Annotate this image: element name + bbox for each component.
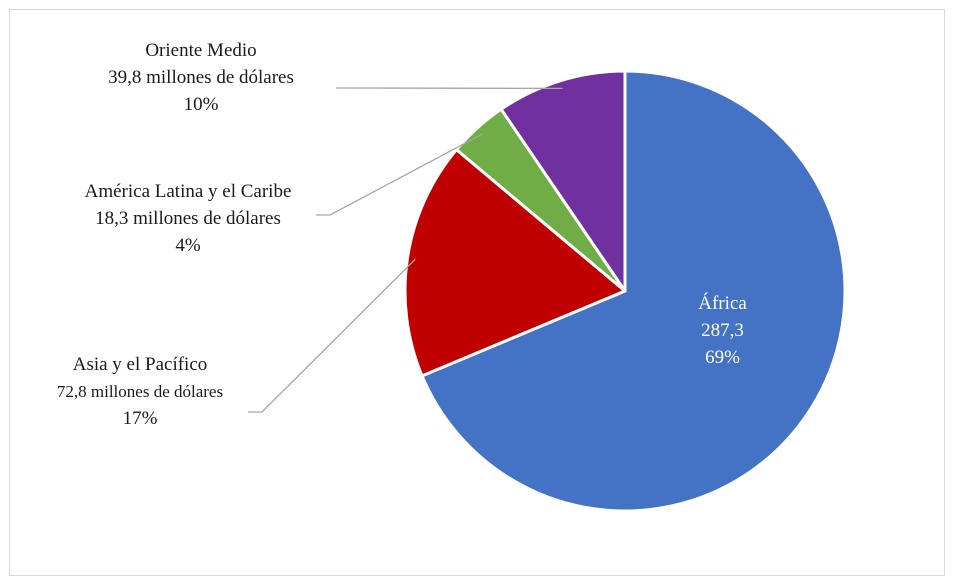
label-latam-value: 18,3 millones de dólares bbox=[95, 208, 281, 229]
label-america-latina: América Latina y el Caribe 18,3 millones… bbox=[40, 178, 336, 259]
label-latam-percent: 4% bbox=[175, 235, 201, 256]
label-asia-name: Asia y el Pacífico bbox=[72, 354, 208, 375]
label-me-name: Oriente Medio bbox=[145, 40, 257, 61]
label-africa-name: África bbox=[698, 293, 747, 314]
leader-line-2 bbox=[316, 133, 484, 216]
label-africa-value: 287,3 bbox=[701, 320, 744, 341]
leader-line-1 bbox=[248, 258, 416, 413]
pie-slice-oriente-medio bbox=[499, 69, 627, 293]
label-africa: África 287,3 69% bbox=[640, 290, 805, 371]
pie-slice-asia-y-el-pacífico bbox=[403, 148, 627, 378]
label-asia-value: 72,8 millones de dólares bbox=[56, 382, 224, 401]
label-me-value: 39,8 millones de dólares bbox=[108, 67, 294, 88]
label-asia-percent: 17% bbox=[122, 408, 158, 429]
pie-slice-áfrica bbox=[420, 69, 847, 513]
label-oriente-medio: Oriente Medio 39,8 millones de dólares 1… bbox=[58, 37, 344, 118]
label-me-percent: 10% bbox=[183, 94, 219, 115]
label-asia-pacifico: Asia y el Pacífico 72,8 millones de dóla… bbox=[12, 351, 268, 432]
label-africa-percent: 69% bbox=[705, 347, 740, 368]
label-latam-name: América Latina y el Caribe bbox=[84, 181, 292, 202]
